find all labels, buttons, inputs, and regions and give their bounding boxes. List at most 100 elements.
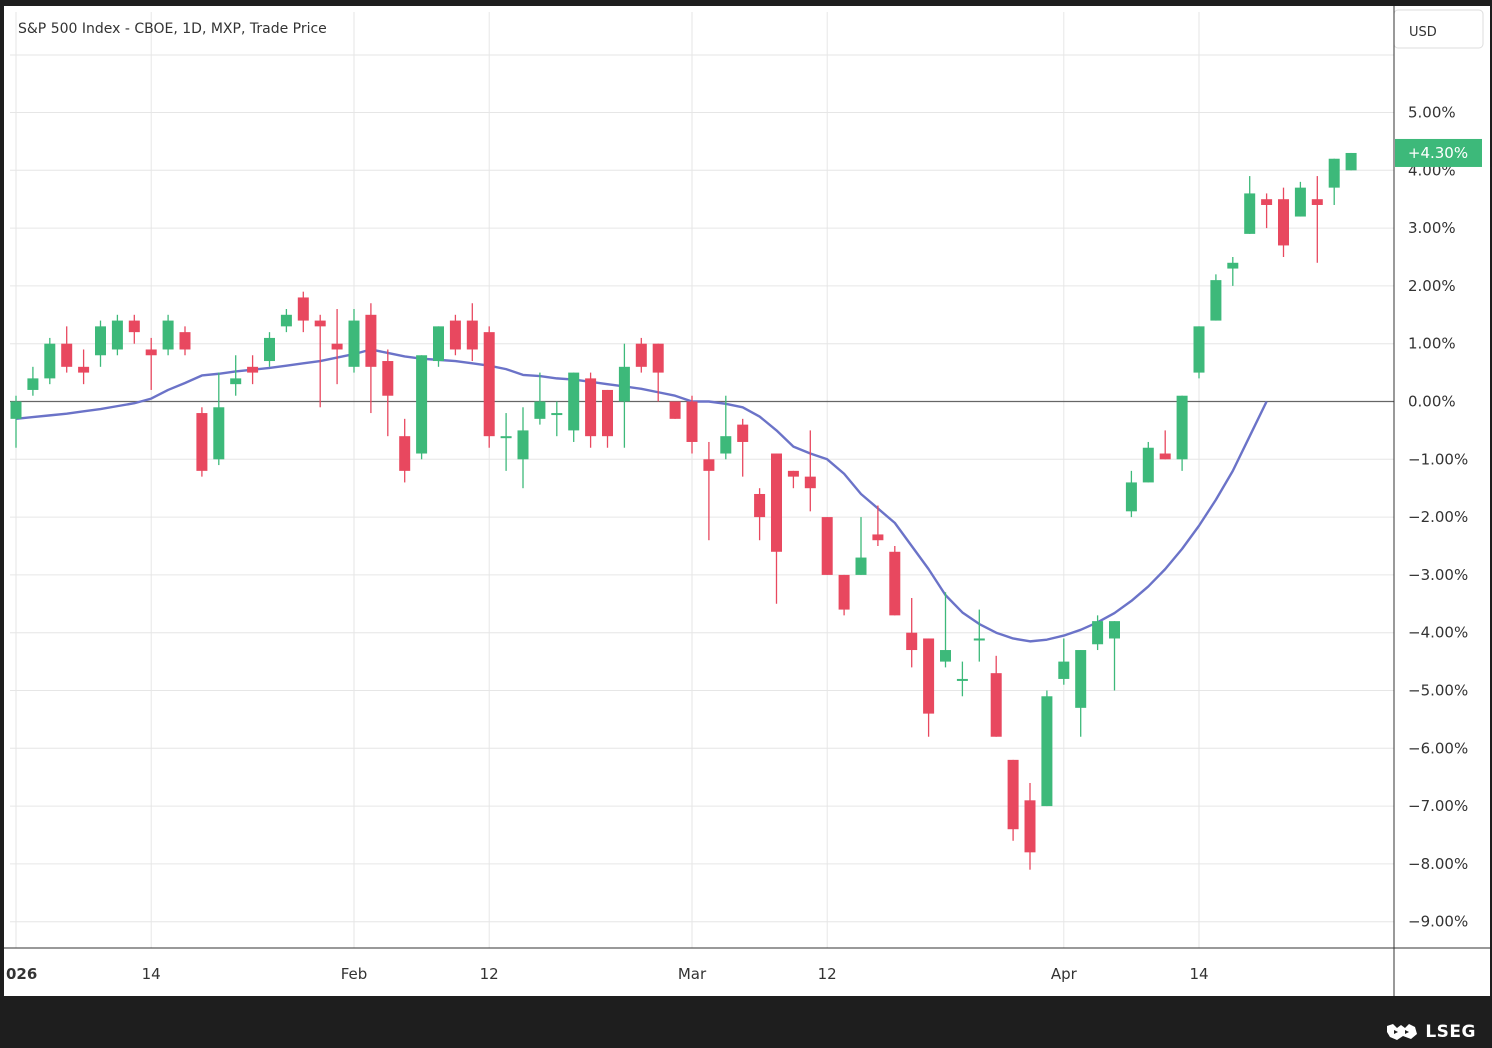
candle-body — [635, 343, 647, 367]
candle-body — [1278, 199, 1289, 246]
candle-body — [1075, 650, 1087, 708]
candle-body — [1227, 262, 1239, 269]
candle-up — [1345, 152, 1357, 171]
x-tick-label: Apr — [1051, 965, 1078, 983]
candle-down — [635, 337, 647, 373]
candle-body — [78, 366, 90, 373]
candle-down — [399, 418, 411, 483]
candle-body — [280, 314, 292, 327]
candle-up — [720, 395, 732, 460]
candle-body — [754, 493, 766, 518]
candle-body — [771, 453, 782, 552]
candlestick-chart: USD S&P 500 Index - CBOE, 1D, MXP, Trade… — [4, 6, 1490, 996]
candle-body — [602, 389, 613, 437]
candle-body — [1109, 621, 1120, 639]
candle-body — [1193, 326, 1205, 373]
candle-down — [838, 574, 850, 616]
y-tick-label: −7.00% — [1408, 797, 1468, 815]
candle-down — [145, 337, 157, 390]
x-tick-label: 12 — [480, 965, 499, 983]
candle-down — [297, 291, 309, 333]
candle-down — [669, 401, 681, 419]
candle-body — [10, 401, 22, 419]
candle-up — [1125, 470, 1137, 518]
candle-body — [1159, 453, 1171, 460]
candle-body — [95, 326, 106, 356]
candle-body — [1311, 199, 1323, 205]
x-tick-label: Mar — [678, 965, 707, 983]
candle-body — [1125, 482, 1137, 512]
candle-up — [973, 609, 985, 662]
y-tick-label: −8.00% — [1408, 855, 1468, 873]
candle-body — [1007, 759, 1019, 830]
candle-down — [1159, 430, 1171, 460]
candle-body — [399, 436, 411, 471]
candle-down — [652, 343, 664, 402]
candle-down — [1024, 782, 1036, 870]
candle-body — [855, 557, 867, 575]
candle-body — [906, 632, 918, 651]
candle-body — [940, 650, 951, 662]
candle-down — [449, 314, 461, 356]
candle-body — [585, 378, 597, 437]
candle-body — [973, 638, 985, 641]
candle-up — [95, 320, 106, 367]
x-tick-label: Feb — [341, 965, 368, 983]
candle-body — [196, 413, 208, 471]
candle-body — [27, 378, 39, 390]
currency-label: USD — [1409, 25, 1437, 40]
candle-down — [1311, 176, 1323, 263]
candle-down — [602, 389, 613, 448]
candle-down — [804, 430, 816, 512]
candle-body — [247, 366, 259, 373]
candle-body — [686, 401, 698, 442]
candle-up — [1142, 441, 1154, 483]
y-tick-label: 2.00% — [1408, 277, 1456, 295]
candle-body — [838, 574, 850, 610]
candle-up — [27, 366, 39, 396]
candle-up — [568, 372, 580, 442]
candle-body — [821, 517, 833, 575]
x-tick-label: 12 — [818, 965, 837, 983]
candle-body — [500, 436, 512, 439]
candle-down — [889, 546, 901, 616]
candle-body — [534, 401, 546, 419]
candle-up — [940, 592, 951, 668]
x-tick-label: 14 — [1189, 965, 1208, 983]
candle-up — [111, 314, 123, 356]
currency-box[interactable] — [1393, 9, 1484, 49]
candle-body — [618, 366, 630, 402]
candle-up — [534, 372, 546, 425]
last-value-layer: +4.30% — [1395, 138, 1482, 167]
candle-body — [889, 551, 901, 616]
chart-title: S&P 500 Index - CBOE, 1D, MXP, Trade Pri… — [18, 21, 327, 37]
candle-body — [1328, 158, 1340, 188]
candle-body — [433, 326, 444, 362]
candle-up — [1193, 326, 1205, 379]
x-tick-label: 026 — [6, 965, 37, 983]
candle-down — [61, 326, 73, 373]
candle-body — [1041, 696, 1053, 807]
candle-up — [1210, 274, 1222, 321]
candle-up — [1109, 621, 1120, 691]
candle-up — [230, 355, 242, 396]
lseg-mark-icon — [1387, 1024, 1418, 1040]
candle-up — [416, 355, 428, 460]
candle-up — [280, 309, 292, 333]
axis-layer: USD S&P 500 Index - CBOE, 1D, MXP, Trade… — [4, 6, 1490, 996]
y-tick-label: 0.00% — [1408, 393, 1456, 411]
candle-body — [1294, 187, 1306, 217]
candle-body — [1210, 280, 1222, 321]
candle-body — [213, 407, 225, 460]
candle-up — [517, 407, 529, 489]
candle-up — [1294, 181, 1306, 217]
candle-down — [754, 488, 766, 541]
candle-down — [78, 349, 90, 385]
candle-body — [787, 470, 799, 477]
candle-body — [466, 320, 478, 350]
candle-body — [1176, 395, 1188, 460]
candle-down — [1007, 759, 1019, 841]
candle-up — [618, 343, 630, 448]
y-tick-label: −4.00% — [1408, 624, 1468, 642]
candle-up — [1176, 395, 1188, 471]
